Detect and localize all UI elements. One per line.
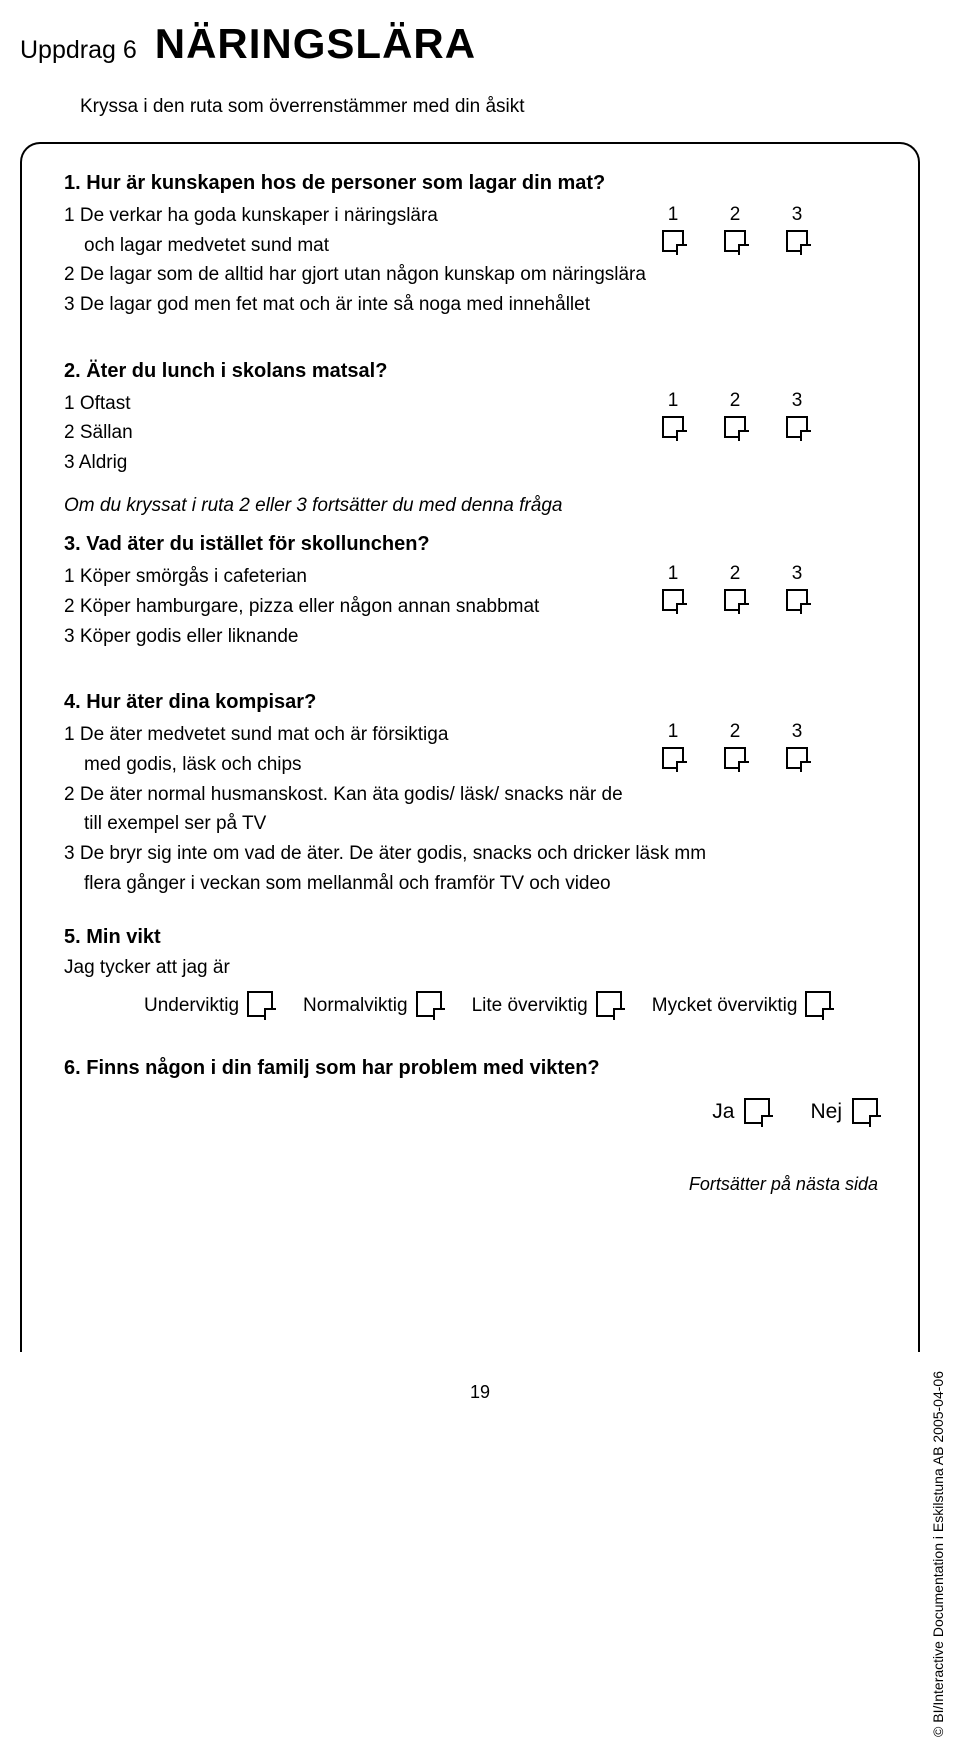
copyright: © BI/Interactive Documentation i Eskilst… (930, 1371, 946, 1737)
q2-note: Om du kryssat i ruta 2 eller 3 fortsätte… (64, 495, 808, 517)
question-5: 5. Min vikt Jag tycker att jag är Underv… (64, 926, 898, 1017)
q2-title: 2. Äter du lunch i skolans matsal? (64, 360, 808, 383)
q1-checkbox-2[interactable] (724, 230, 746, 252)
q5-choice-2: Normalviktig (303, 991, 442, 1017)
q6-checkbox-yes[interactable] (744, 1098, 770, 1124)
q4-opt3a: 3 De bryr sig inte om vad de äter. De ät… (64, 841, 808, 867)
q1-scale: 1 2 3 (662, 204, 808, 252)
scale-3: 3 (786, 390, 808, 412)
q5-choices: Underviktig Normalviktig Lite överviktig… (144, 991, 898, 1017)
scale-1: 1 (662, 721, 684, 743)
q1-checkbox-1[interactable] (662, 230, 684, 252)
scale-3: 3 (786, 204, 808, 226)
question-3: 3. Vad äter du istället för skollunchen?… (64, 533, 808, 649)
scale-1: 1 (662, 390, 684, 412)
scale-boxes (662, 589, 808, 611)
q4-opt2b: till exempel ser på TV (64, 811, 808, 837)
q1-opt3: 3 De lagar god men fet mat och är inte s… (64, 292, 808, 318)
q5-checkbox-1[interactable] (247, 991, 273, 1017)
q5-choice-3-label: Lite överviktig (472, 995, 588, 1017)
question-4: 4. Hur äter dina kompisar? 1 De äter med… (64, 691, 808, 896)
q3-checkbox-1[interactable] (662, 589, 684, 611)
scale-numbers: 1 2 3 (662, 721, 808, 743)
q2-checkbox-2[interactable] (724, 416, 746, 438)
q1-opt2: 2 De lagar som de alltid har gjort utan … (64, 262, 808, 288)
q6-checkbox-no[interactable] (852, 1098, 878, 1124)
q3-checkbox-3[interactable] (786, 589, 808, 611)
scale-1: 1 (662, 563, 684, 585)
scale-numbers: 1 2 3 (662, 204, 808, 226)
question-2: 2. Äter du lunch i skolans matsal? 1 Oft… (64, 360, 808, 476)
q5-checkbox-2[interactable] (416, 991, 442, 1017)
q4-scale: 1 2 3 (662, 721, 808, 769)
page-number: 19 (470, 1382, 490, 1403)
scale-3: 3 (786, 563, 808, 585)
question-6: 6. Finns någon i din familj som har prob… (64, 1057, 808, 1124)
q5-choice-4: Mycket överviktig (652, 991, 832, 1017)
q6-choice-no: Nej (810, 1098, 878, 1124)
q2-checkbox-3[interactable] (786, 416, 808, 438)
scale-numbers: 1 2 3 (662, 390, 808, 412)
scale-2: 2 (724, 390, 746, 412)
subtitle: Kryssa i den ruta som överrenstämmer med… (80, 96, 920, 118)
q4-checkbox-3[interactable] (786, 747, 808, 769)
q5-choice-3: Lite överviktig (472, 991, 622, 1017)
header-title: NÄRINGSLÄRA (155, 20, 476, 68)
question-1: 1. Hur är kunskapen hos de personer som … (64, 172, 808, 318)
header: Uppdrag 6 NÄRINGSLÄRA (20, 20, 920, 68)
q5-checkbox-4[interactable] (805, 991, 831, 1017)
q3-opt3: 3 Köper godis eller liknande (64, 624, 808, 650)
scale-boxes (662, 416, 808, 438)
q4-checkbox-2[interactable] (724, 747, 746, 769)
q6-yes-label: Ja (712, 1100, 734, 1124)
scale-3: 3 (786, 721, 808, 743)
q1-title: 1. Hur är kunskapen hos de personer som … (64, 172, 808, 195)
q6-title: 6. Finns någon i din familj som har prob… (64, 1057, 808, 1080)
q5-checkbox-3[interactable] (596, 991, 622, 1017)
q2-scale: 1 2 3 (662, 390, 808, 438)
scale-2: 2 (724, 204, 746, 226)
q5-title: 5. Min vikt (64, 926, 898, 949)
q1-checkbox-3[interactable] (786, 230, 808, 252)
q5-lead: Jag tycker att jag är (64, 957, 898, 979)
scale-1: 1 (662, 204, 684, 226)
q6-choice-yes: Ja (712, 1098, 770, 1124)
scale-numbers: 1 2 3 (662, 563, 808, 585)
q5-choice-2-label: Normalviktig (303, 995, 408, 1017)
q5-choice-4-label: Mycket överviktig (652, 995, 798, 1017)
continue-note: Fortsätter på nästa sida (64, 1174, 878, 1195)
q3-checkbox-2[interactable] (724, 589, 746, 611)
q3-scale: 1 2 3 (662, 563, 808, 611)
q4-opt2a: 2 De äter normal husmanskost. Kan äta go… (64, 782, 808, 808)
scale-2: 2 (724, 563, 746, 585)
q3-title: 3. Vad äter du istället för skollunchen? (64, 533, 808, 556)
question-frame: 1. Hur är kunskapen hos de personer som … (20, 142, 920, 1352)
q5-choice-1-label: Underviktig (144, 995, 239, 1017)
header-prefix: Uppdrag 6 (20, 36, 137, 65)
q6-no-label: Nej (810, 1100, 842, 1124)
page: Uppdrag 6 NÄRINGSLÄRA Kryssa i den ruta … (0, 0, 960, 1411)
q4-opt3b: flera gånger i veckan som mellanmål och … (64, 871, 808, 897)
q6-choices: Ja Nej (64, 1098, 878, 1124)
q5-choice-1: Underviktig (144, 991, 273, 1017)
scale-2: 2 (724, 721, 746, 743)
q2-checkbox-1[interactable] (662, 416, 684, 438)
q4-title: 4. Hur äter dina kompisar? (64, 691, 808, 714)
q2-opt3: 3 Aldrig (64, 450, 808, 476)
scale-boxes (662, 230, 808, 252)
q4-checkbox-1[interactable] (662, 747, 684, 769)
scale-boxes (662, 747, 808, 769)
